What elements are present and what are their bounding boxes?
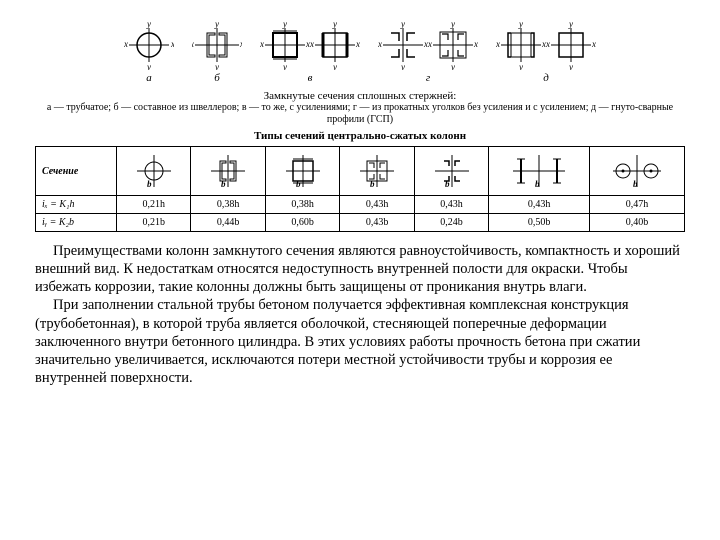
r1c6: 0,43h <box>489 196 590 214</box>
diagram-b: y x x y б <box>192 20 242 84</box>
diagram-a: y x x y а <box>124 20 174 84</box>
table-row-iy: iᵧ = K₂b 0,21b 0,44b 0,60b 0,43b 0,24b 0… <box>36 214 685 232</box>
head-4: b <box>340 147 414 196</box>
paragraph-1: Преимуществами колонн замкнутого сечения… <box>35 242 685 296</box>
svg-text:y: y <box>518 20 523 29</box>
r1c7: 0,47h <box>590 196 685 214</box>
head-5: b <box>414 147 488 196</box>
diagram-label-g: г <box>378 72 478 84</box>
table-head-row: Сечение b b b b b b b <box>36 147 685 196</box>
svg-text:y: y <box>400 62 405 70</box>
head-7: b <box>590 147 685 196</box>
head-2: b <box>191 147 265 196</box>
r2c4: 0,43b <box>340 214 414 232</box>
row1-label: iₓ = K₁h <box>36 196 117 214</box>
svg-text:x: x <box>473 39 478 49</box>
svg-text:b: b <box>370 179 375 189</box>
svg-text:x: x <box>591 39 596 49</box>
svg-text:x: x <box>309 39 314 49</box>
paragraph-2: При заполнении стальной трубы бетоном по… <box>35 296 685 387</box>
svg-text:b: b <box>147 179 152 189</box>
svg-text:x: x <box>545 39 550 49</box>
svg-text:x: x <box>192 39 194 49</box>
svg-text:y: y <box>400 20 405 29</box>
cross-section-diagrams: y x x y а y x x y б y x <box>35 20 685 84</box>
diagram-label-v: в <box>260 72 360 84</box>
table-row-ix: iₓ = K₁h 0,21h 0,38h 0,38h 0,43h 0,43h 0… <box>36 196 685 214</box>
r1c5: 0,43h <box>414 196 488 214</box>
svg-text:x: x <box>496 39 500 49</box>
diagram-label-b: б <box>192 72 242 84</box>
svg-text:y: y <box>146 62 151 70</box>
svg-text:x: x <box>378 39 382 49</box>
svg-text:x: x <box>124 39 128 49</box>
svg-text:b: b <box>445 179 450 189</box>
diagram-g: y xx y y xx y г <box>378 20 478 84</box>
caption-text: а — трубчатое; б — составное из швеллеро… <box>35 102 685 126</box>
head-first: Сечение <box>36 147 117 196</box>
svg-text:y: y <box>450 20 455 29</box>
caption-title: Замкнутые сечения сплошных стержней: <box>35 90 685 102</box>
svg-text:y: y <box>146 20 151 29</box>
svg-text:b: b <box>633 179 638 189</box>
r1c2: 0,38h <box>191 196 265 214</box>
r1c4: 0,43h <box>340 196 414 214</box>
svg-text:x: x <box>239 39 242 49</box>
head-6: b <box>489 147 590 196</box>
head-3: b <box>265 147 339 196</box>
body-text: Преимуществами колонн замкнутого сечения… <box>35 242 685 387</box>
r2c6: 0,50b <box>489 214 590 232</box>
head-1: b <box>117 147 191 196</box>
diagram-v: y x x y y x x y в <box>260 20 360 84</box>
svg-text:b: b <box>296 179 301 189</box>
svg-text:y: y <box>332 20 337 29</box>
r2c2: 0,44b <box>191 214 265 232</box>
diagram-label-d: д <box>496 72 596 84</box>
r2c7: 0,40b <box>590 214 685 232</box>
svg-text:x: x <box>355 39 360 49</box>
svg-text:b: b <box>221 179 226 189</box>
diagram-label-a: а <box>124 72 174 84</box>
svg-text:b: b <box>535 179 540 189</box>
svg-text:y: y <box>450 62 455 70</box>
svg-text:y: y <box>568 20 573 29</box>
svg-text:y: y <box>332 62 337 70</box>
r1c1: 0,21h <box>117 196 191 214</box>
svg-text:y: y <box>214 20 219 29</box>
r2c1: 0,21b <box>117 214 191 232</box>
svg-text:y: y <box>282 20 287 29</box>
svg-text:y: y <box>568 62 573 70</box>
table-title: Типы сечений центрально-сжатых колонн <box>35 130 685 142</box>
svg-text:x: x <box>170 39 174 49</box>
svg-text:y: y <box>282 62 287 70</box>
row2-label: iᵧ = K₂b <box>36 214 117 232</box>
svg-text:x: x <box>427 39 432 49</box>
diagram-d: y xx y y xx y д <box>496 20 596 84</box>
r2c3: 0,60b <box>265 214 339 232</box>
r2c5: 0,24b <box>414 214 488 232</box>
section-types-table: Сечение b b b b b b b iₓ = K₁h 0,21h 0,3… <box>35 146 685 232</box>
figure-caption: Замкнутые сечения сплошных стержней: а —… <box>35 90 685 126</box>
svg-text:y: y <box>518 62 523 70</box>
svg-text:y: y <box>214 62 219 70</box>
r1c3: 0,38h <box>265 196 339 214</box>
svg-text:x: x <box>260 39 264 49</box>
